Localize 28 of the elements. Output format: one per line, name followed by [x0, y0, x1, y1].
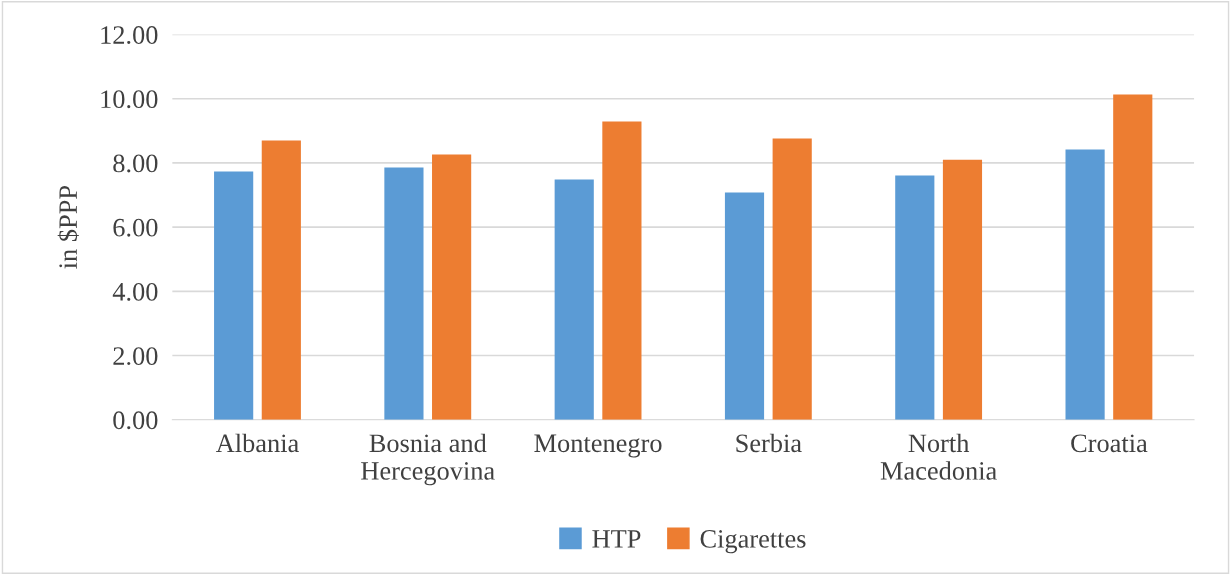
- x-tick-label: Montenegro: [534, 434, 662, 458]
- bar: [1065, 149, 1105, 420]
- bar: [602, 121, 642, 420]
- x-tick-label: Bosnia and Hercegovina: [361, 433, 495, 486]
- bar: [384, 167, 424, 420]
- bar: [724, 192, 765, 420]
- legend-label: Cigarettes: [700, 530, 806, 554]
- x-tick-label: North Macedonia: [880, 433, 997, 480]
- y-tick-label: 2.00: [113, 347, 158, 366]
- bar: [261, 140, 301, 420]
- y-tick-label: 10.00: [101, 90, 158, 109]
- legend-label: HTP: [592, 530, 641, 548]
- bar: [772, 138, 812, 420]
- bar: [214, 171, 254, 420]
- x-tick-label: Croatia: [1071, 434, 1148, 453]
- y-tick-label: 0.00: [113, 411, 158, 430]
- y-tick-label: 12.00: [101, 26, 158, 45]
- y-axis-title: in $PPP: [57, 186, 79, 269]
- x-tick-label: Serbia: [736, 433, 802, 453]
- y-tick-label: 6.00: [113, 218, 158, 237]
- bar: [895, 175, 935, 420]
- x-tick-label: Albania: [215, 433, 299, 453]
- bar: [432, 154, 472, 420]
- bar: [942, 159, 983, 420]
- bar: [1113, 94, 1153, 420]
- bar: [554, 179, 594, 420]
- y-tick-label: 4.00: [112, 282, 158, 301]
- y-tick-label: 8.00: [113, 154, 158, 173]
